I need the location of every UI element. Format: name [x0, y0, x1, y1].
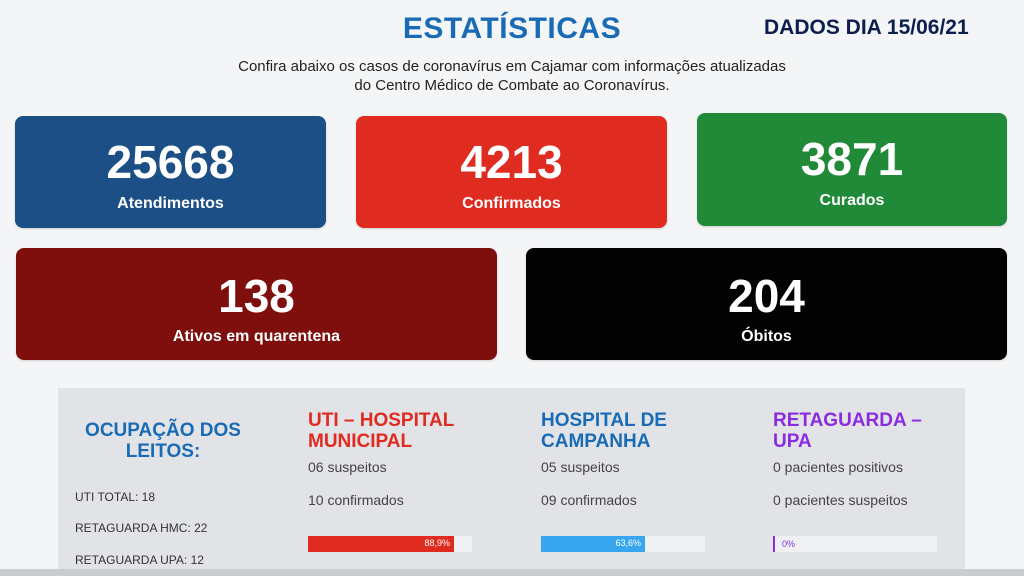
upa-progress-fill	[773, 536, 775, 552]
ativos-value: 138	[218, 270, 295, 322]
uti-title-line-2: MUNICIPAL	[308, 431, 413, 452]
campanha-confirmados: 09 confirmados	[541, 492, 637, 508]
data-date: DADOS DIA 15/06/21	[764, 16, 969, 39]
occupancy-title-line-2: LEITOS:	[125, 441, 201, 462]
uti-progress-fill: 88,9%	[308, 536, 454, 552]
obitos-value: 204	[728, 270, 805, 322]
campanha-title: HOSPITAL DE CAMPANHA	[541, 410, 667, 452]
upa-title-line-2: UPA	[773, 431, 812, 452]
ativos-label: Ativos em quarentena	[172, 328, 341, 345]
upa-title-line-1: RETAGUARDA –	[773, 410, 922, 431]
retaguarda-hmc: RETAGUARDA HMC: 22	[75, 521, 208, 535]
campanha-progress-bar: 63,6%	[541, 536, 705, 552]
uti-title-line-1: UTI – HOSPITAL	[308, 410, 455, 431]
confirmados-label: Confirmados	[462, 195, 561, 212]
retaguarda-upa: RETAGUARDA UPA: 12	[75, 553, 204, 567]
uti-confirmados: 10 confirmados	[308, 492, 404, 508]
card-obitos: 204 Óbitos	[526, 248, 1007, 360]
occupancy-title: OCUPAÇÃO DOS LEITOS:	[78, 420, 248, 462]
atendimentos-label: Atendimentos	[117, 195, 224, 212]
obitos-label: Óbitos	[741, 328, 792, 345]
card-confirmados: 4213 Confirmados	[356, 116, 667, 228]
curados-value: 3871	[800, 133, 904, 185]
campanha-title-line-2: CAMPANHA	[541, 431, 651, 452]
upa-progress-bar: 0%	[773, 536, 937, 552]
atendimentos-value: 25668	[106, 136, 235, 188]
card-atendimentos: 25668 Atendimentos	[15, 116, 326, 228]
campanha-suspeitos: 05 suspeitos	[541, 459, 620, 475]
uti-suspeitos: 06 suspeitos	[308, 459, 387, 475]
page-title: ESTATÍSTICAS	[402, 12, 622, 45]
upa-title: RETAGUARDA – UPA	[773, 410, 922, 452]
uti-title: UTI – HOSPITAL MUNICIPAL	[308, 410, 454, 452]
uti-progress-label: 88,9%	[424, 538, 450, 548]
bottom-scroll-strip	[0, 569, 1024, 576]
curados-label: Curados	[819, 192, 885, 209]
upa-positivos: 0 pacientes positivos	[773, 459, 903, 475]
subtitle-line-1: Confira abaixo os casos de coronavírus e…	[238, 58, 786, 75]
uti-total: UTI TOTAL: 18	[75, 490, 156, 504]
campanha-title-line-1: HOSPITAL DE	[541, 410, 667, 431]
card-ativos: 138 Ativos em quarentena	[16, 248, 497, 360]
subtitle-line-2: do Centro Médico de Combate ao Coronavír…	[354, 77, 670, 94]
page-subtitle: Confira abaixo os casos de coronavírus e…	[0, 57, 1024, 95]
upa-suspeitos: 0 pacientes suspeitos	[773, 492, 908, 508]
uti-progress-bar: 88,9%	[308, 536, 472, 552]
occupancy-title-line-1: OCUPAÇÃO DOS	[85, 420, 241, 441]
card-curados: 3871 Curados	[697, 113, 1007, 226]
campanha-progress-fill: 63,6%	[541, 536, 645, 552]
confirmados-value: 4213	[460, 136, 563, 188]
upa-progress-label: 0%	[782, 539, 796, 549]
campanha-progress-label: 63,6%	[615, 538, 641, 548]
